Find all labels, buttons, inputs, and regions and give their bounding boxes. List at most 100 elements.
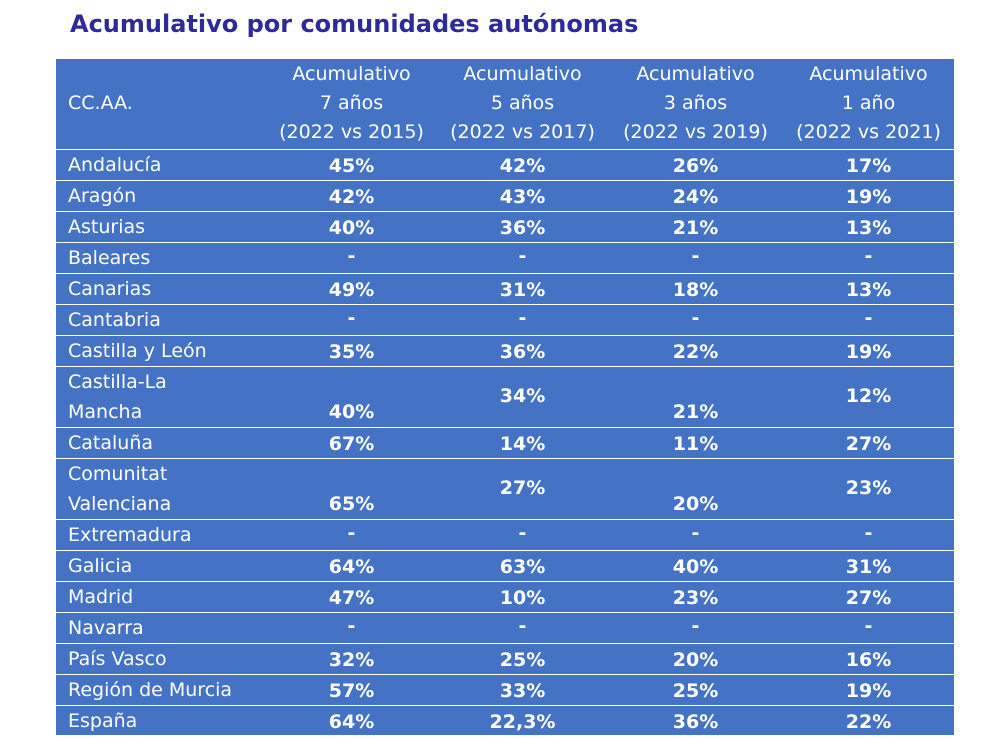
value-cell: 32% — [266, 644, 437, 674]
value-text: 21% — [672, 401, 719, 423]
region-name: Valenciana — [68, 493, 172, 515]
region-name-cell: Asturias — [56, 212, 266, 242]
header-line: 1 año — [841, 92, 896, 114]
region-name: Madrid — [68, 586, 134, 608]
value-text: 24% — [672, 186, 719, 208]
value-cell: - — [783, 305, 954, 335]
value-cell: 36% — [437, 212, 608, 242]
table-row: Asturias 40% 36% 21% 13% — [56, 211, 954, 242]
header-line: Acumulativo — [636, 63, 755, 85]
value-text: 31% — [845, 556, 892, 578]
value-text: 65% — [328, 493, 375, 515]
region-name: Castilla y León — [68, 340, 207, 362]
table-row: Cataluña 67% 14% 11% 27% — [56, 427, 954, 458]
value-text: 13% — [845, 217, 892, 239]
value-text: 22,3% — [489, 711, 556, 733]
value-cell: 20% — [608, 644, 783, 674]
value-cell: 23% — [608, 582, 783, 612]
header-cell-3: Acumulativo 3 años (2022 vs 2019) — [608, 59, 783, 149]
value-text: 64% — [328, 556, 375, 578]
value-cell: 31% — [783, 551, 954, 581]
region-name: España — [68, 710, 138, 732]
value-text: 67% — [328, 433, 375, 455]
value-cell: 43% — [437, 181, 608, 211]
value-cell: - — [266, 305, 437, 335]
header-line: 7 años — [319, 92, 384, 114]
region-name-cell: Región de Murcia — [56, 675, 266, 705]
value-text: - — [864, 245, 873, 267]
header-line: Acumulativo — [809, 63, 928, 85]
value-cell: 27% — [437, 459, 608, 519]
value-cell: 57% — [266, 675, 437, 705]
region-name: Comunitat — [68, 463, 168, 485]
region-name-cell: Canarias — [56, 274, 266, 304]
value-text: 33% — [499, 680, 546, 702]
value-cell: 27% — [783, 428, 954, 458]
value-cell: - — [608, 520, 783, 550]
value-cell: 25% — [437, 644, 608, 674]
value-text: 27% — [845, 587, 892, 609]
header-line: (2022 vs 2015) — [279, 121, 424, 143]
value-text: - — [691, 615, 700, 637]
region-name-cell: Castilla y León — [56, 336, 266, 366]
value-cell: 31% — [437, 274, 608, 304]
value-text: 27% — [845, 433, 892, 455]
value-cell: 40% — [266, 212, 437, 242]
value-cell: 11% — [608, 428, 783, 458]
value-cell: 42% — [266, 181, 437, 211]
value-text: - — [518, 245, 527, 267]
value-text: - — [691, 307, 700, 329]
value-text: 19% — [845, 186, 892, 208]
value-cell: 13% — [783, 274, 954, 304]
region-name-cell: Baleares — [56, 243, 266, 273]
region-name-cell: Andalucía — [56, 150, 266, 180]
value-text: 22% — [845, 711, 892, 733]
value-cell: 40% — [266, 367, 437, 427]
region-name-cell: Madrid — [56, 582, 266, 612]
value-cell: 49% — [266, 274, 437, 304]
value-text: 34% — [499, 385, 546, 407]
header-line: (2022 vs 2021) — [796, 121, 941, 143]
value-cell: - — [437, 613, 608, 643]
region-name: Región de Murcia — [68, 679, 233, 701]
value-text: 63% — [499, 556, 546, 578]
value-text: - — [347, 307, 356, 329]
value-text: 32% — [328, 649, 375, 671]
value-cell: - — [437, 520, 608, 550]
value-text: - — [347, 245, 356, 267]
value-text: 20% — [672, 493, 719, 515]
region-name: Galicia — [68, 555, 133, 577]
value-text: 40% — [328, 401, 375, 423]
value-cell: 10% — [437, 582, 608, 612]
value-text: 23% — [672, 587, 719, 609]
value-text: - — [347, 615, 356, 637]
value-cell: 36% — [608, 706, 783, 736]
table-row: Aragón 42% 43% 24% 19% — [56, 180, 954, 211]
page-title: Acumulativo por comunidades autónomas — [70, 10, 639, 38]
table-row: España 64% 22,3% 36% 22% — [56, 705, 954, 736]
value-cell: - — [437, 243, 608, 273]
value-text: - — [864, 307, 873, 329]
region-name: Asturias — [68, 216, 146, 238]
value-text: 12% — [845, 385, 892, 407]
value-cell: 42% — [437, 150, 608, 180]
table-row: Baleares - - - - — [56, 242, 954, 273]
value-cell: 19% — [783, 675, 954, 705]
header-cell-2: Acumulativo 5 años (2022 vs 2017) — [437, 59, 608, 149]
value-text: 14% — [499, 433, 546, 455]
header-cell-4: Acumulativo 1 año (2022 vs 2021) — [783, 59, 954, 149]
value-text: 26% — [672, 155, 719, 177]
value-text: 20% — [672, 649, 719, 671]
table-row: Canarias 49% 31% 18% 13% — [56, 273, 954, 304]
value-text: 11% — [672, 433, 719, 455]
value-cell: 65% — [266, 459, 437, 519]
value-cell: - — [266, 243, 437, 273]
value-cell: 25% — [608, 675, 783, 705]
value-text: 25% — [499, 649, 546, 671]
value-text: 45% — [328, 155, 375, 177]
table-row: Castilla-La Mancha 40% 34% 21% 12% — [56, 366, 954, 427]
value-cell: 22,3% — [437, 706, 608, 736]
value-cell: 16% — [783, 644, 954, 674]
value-cell: 35% — [266, 336, 437, 366]
value-text: 36% — [499, 341, 546, 363]
